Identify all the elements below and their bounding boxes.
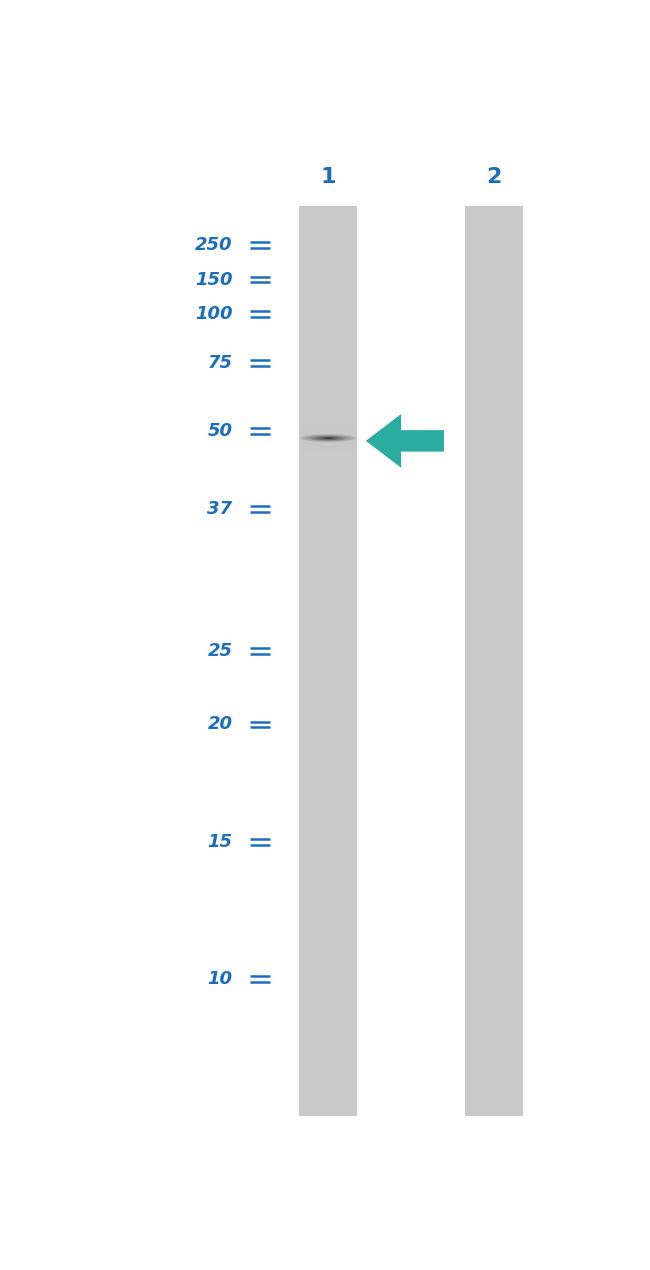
Text: 150: 150 xyxy=(195,271,233,288)
Text: 250: 250 xyxy=(195,236,233,254)
Text: 25: 25 xyxy=(207,643,233,660)
Text: 2: 2 xyxy=(487,166,502,187)
Text: 10: 10 xyxy=(207,970,233,988)
Text: 37: 37 xyxy=(207,500,233,518)
Text: 75: 75 xyxy=(207,353,233,372)
Bar xyxy=(299,206,357,1115)
Text: 100: 100 xyxy=(195,305,233,323)
Text: 1: 1 xyxy=(320,166,336,187)
Text: 15: 15 xyxy=(207,833,233,851)
Text: 20: 20 xyxy=(207,715,233,734)
Text: 50: 50 xyxy=(207,422,233,441)
Bar xyxy=(465,206,523,1115)
FancyArrow shape xyxy=(366,414,444,467)
